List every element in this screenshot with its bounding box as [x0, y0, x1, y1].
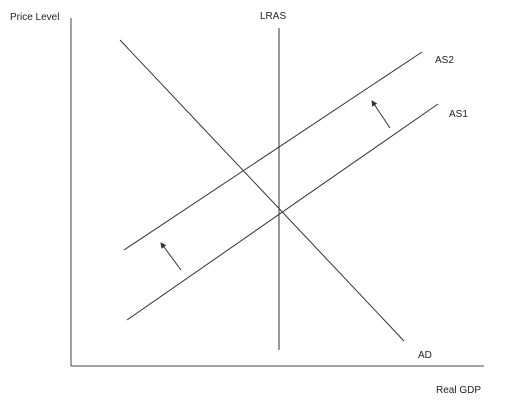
as1-curve	[127, 104, 438, 320]
x-axis-label: Real GDP	[436, 385, 481, 396]
y-axis-label: Price Level	[10, 12, 59, 23]
as2-curve	[124, 52, 422, 250]
as2-label: AS2	[435, 55, 454, 66]
as1-label: AS1	[449, 109, 468, 120]
lras-label: LRAS	[260, 11, 286, 22]
shift-arrow-upper	[372, 101, 390, 128]
shift-arrow-lower	[161, 243, 181, 270]
ad-label: AD	[418, 350, 432, 361]
